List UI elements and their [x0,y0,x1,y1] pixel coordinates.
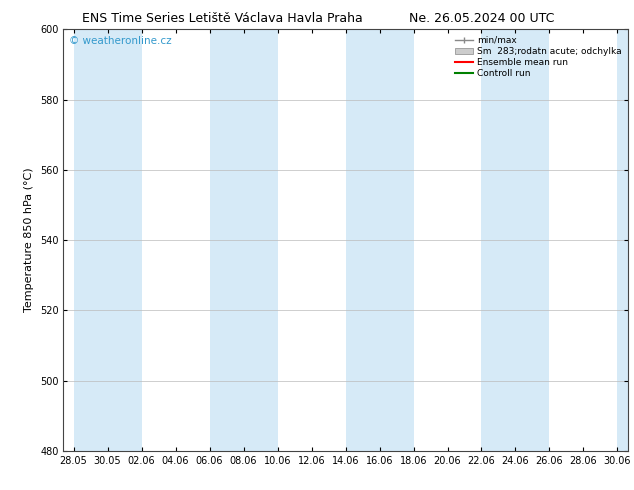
Text: Ne. 26.05.2024 00 UTC: Ne. 26.05.2024 00 UTC [409,12,555,25]
Bar [74,29,141,451]
Bar [210,29,278,451]
Legend: min/max, Sm  283;rodatn acute; odchylka, Ensemble mean run, Controll run: min/max, Sm 283;rodatn acute; odchylka, … [453,34,623,80]
Text: © weatheronline.cz: © weatheronline.cz [69,36,172,46]
Bar [346,29,413,451]
Y-axis label: Temperature 850 hPa (°C): Temperature 850 hPa (°C) [24,168,34,313]
Bar [618,29,634,451]
Bar [481,29,550,451]
Text: ENS Time Series Letiště Václava Havla Praha: ENS Time Series Letiště Václava Havla Pr… [82,12,362,25]
